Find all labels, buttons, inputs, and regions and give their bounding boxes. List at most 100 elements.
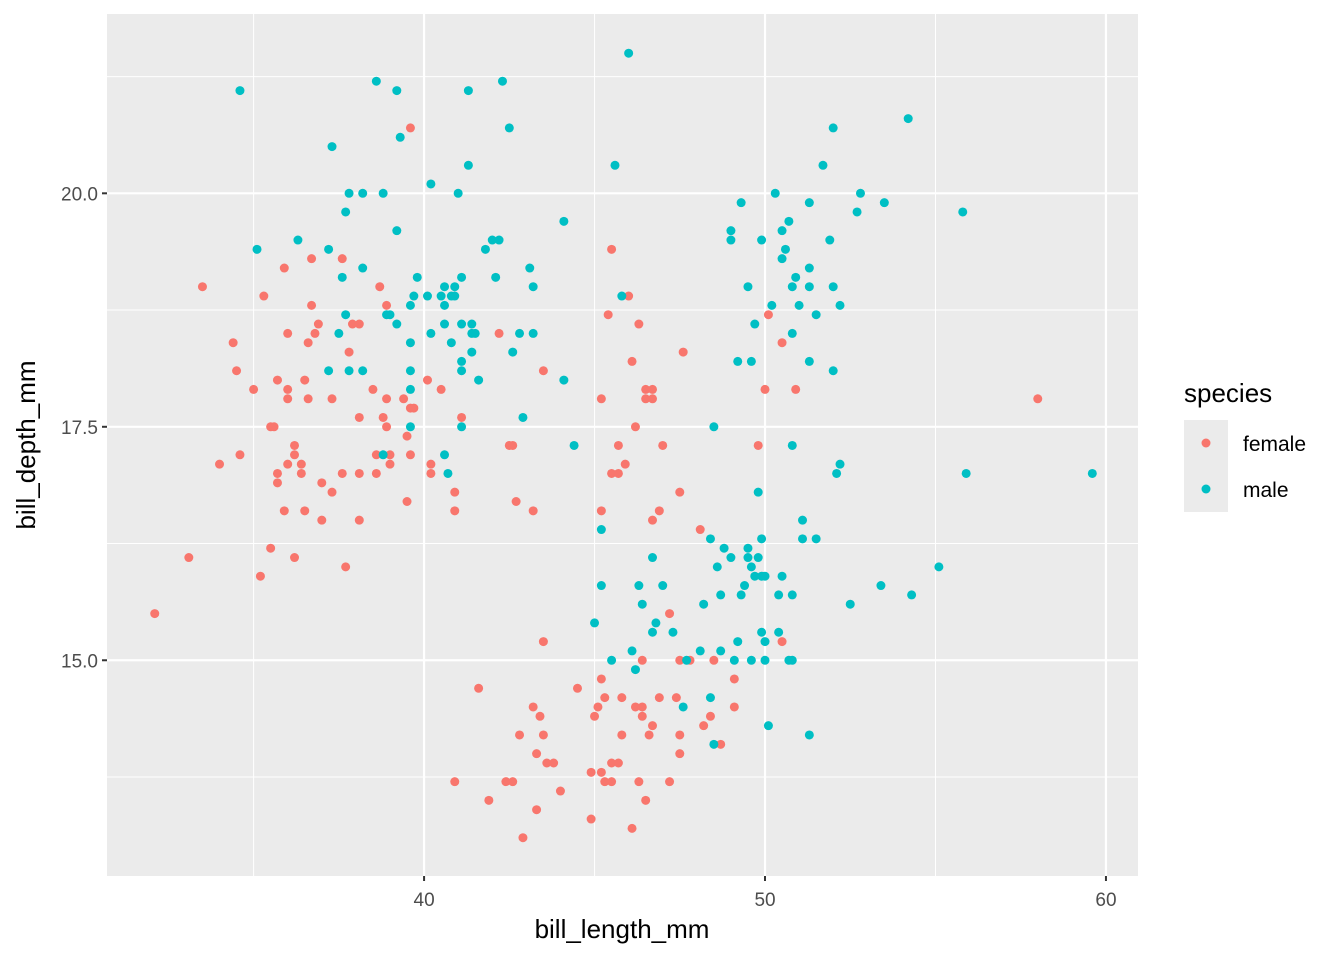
data-point-female [405, 123, 415, 133]
data-point-male [409, 291, 419, 301]
data-point-male [726, 553, 736, 563]
data-point-male [804, 282, 814, 292]
data-point-female [232, 366, 242, 376]
data-point-female [627, 823, 637, 833]
data-point-male [774, 627, 784, 637]
data-point-female [777, 637, 787, 647]
data-point-male [590, 618, 600, 628]
data-point-male [637, 599, 647, 609]
data-point-male [440, 319, 450, 329]
data-point-male [767, 300, 777, 310]
data-point-female [555, 786, 565, 796]
data-point-female [327, 394, 337, 404]
data-point-female [648, 394, 658, 404]
data-point-female [385, 459, 395, 469]
data-point-male [746, 356, 756, 366]
data-point-male [457, 319, 467, 329]
data-point-female [283, 394, 293, 404]
data-point-female [709, 655, 719, 665]
data-point-female [382, 300, 392, 310]
data-point-male [440, 282, 450, 292]
data-point-male [426, 179, 436, 189]
data-point-male [787, 282, 797, 292]
data-point-female [641, 795, 651, 805]
data-point-female [259, 291, 269, 301]
data-point-female [627, 356, 637, 366]
data-point-male [648, 553, 658, 563]
data-point-female [590, 711, 600, 721]
legend: species female male [1184, 378, 1306, 512]
data-point-male [777, 254, 787, 264]
data-point-male [903, 114, 913, 124]
data-point-female [624, 291, 634, 301]
data-point-male [804, 263, 814, 273]
data-point-female [426, 459, 436, 469]
data-point-male [559, 216, 569, 226]
data-point-female [385, 450, 395, 460]
data-point-female [272, 468, 282, 478]
data-point-male [1087, 468, 1097, 478]
data-point-male [378, 188, 388, 198]
data-point-female [658, 440, 668, 450]
data-point-female [753, 440, 763, 450]
data-point-male [668, 627, 678, 637]
data-point-male [457, 422, 467, 432]
data-point-female [197, 282, 207, 292]
data-point-male [695, 646, 705, 656]
data-point-male [907, 590, 917, 600]
data-point-male [832, 468, 842, 478]
data-point-female [760, 384, 770, 394]
data-point-female [644, 730, 654, 740]
data-point-female [337, 468, 347, 478]
data-point-male [474, 375, 484, 385]
data-point-female [535, 711, 545, 721]
data-point-male [293, 235, 303, 245]
data-point-male [457, 272, 467, 282]
data-point-male [760, 637, 770, 647]
data-point-male [879, 198, 889, 208]
data-point-male [784, 216, 794, 226]
data-point-female [613, 758, 623, 768]
data-point-female [300, 506, 310, 516]
data-point-male [825, 235, 835, 245]
data-point-male [726, 226, 736, 236]
data-point-female [593, 702, 603, 712]
data-point-male [596, 525, 606, 535]
data-point-male [757, 627, 767, 637]
data-point-male [828, 282, 838, 292]
data-point-female [695, 525, 705, 535]
data-point-female [596, 767, 606, 777]
data-point-male [371, 76, 381, 86]
data-point-female [317, 478, 327, 488]
data-point-female [603, 310, 613, 320]
data-point-male [440, 300, 450, 310]
data-point-male [787, 590, 797, 600]
data-point-female [313, 319, 323, 329]
data-point-female [600, 777, 610, 787]
data-point-male [709, 422, 719, 432]
data-point-female [716, 739, 726, 749]
data-point-male [787, 328, 797, 338]
data-point-male [787, 655, 797, 665]
data-point-female [729, 702, 739, 712]
data-point-female [630, 702, 640, 712]
data-point-male [358, 188, 368, 198]
data-point-female [675, 487, 685, 497]
data-point-male [405, 300, 415, 310]
data-point-female [678, 347, 688, 357]
data-point-male [736, 198, 746, 208]
data-point-female [596, 674, 606, 684]
data-point-male [804, 198, 814, 208]
legend-label-female: female [1243, 433, 1306, 456]
data-point-female [436, 384, 446, 394]
data-point-male [934, 562, 944, 572]
data-point-male [804, 730, 814, 740]
data-point-male [457, 366, 467, 376]
data-point-female [457, 412, 467, 422]
data-point-female [269, 422, 279, 432]
legend-title: species [1184, 378, 1272, 408]
data-point-female [303, 394, 313, 404]
data-point-male [518, 412, 528, 422]
data-point-female [317, 515, 327, 525]
data-point-male [760, 655, 770, 665]
